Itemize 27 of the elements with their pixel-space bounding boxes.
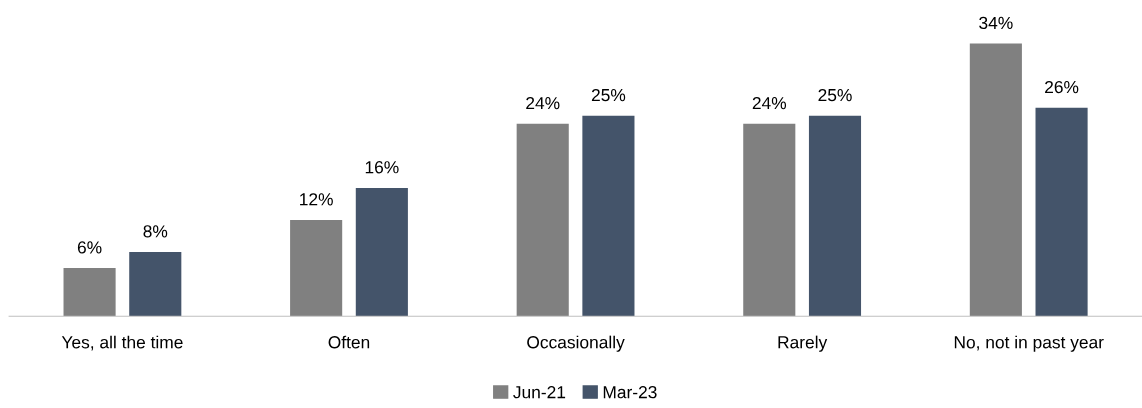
bar (290, 219, 343, 317)
bar (355, 187, 408, 317)
x-tick-label: Often (328, 335, 370, 349)
bar (63, 268, 116, 317)
bar (1035, 107, 1088, 317)
data-label: 25% (818, 88, 852, 102)
bar (129, 252, 182, 317)
data-label: 16% (365, 161, 399, 174)
data-label: 8% (143, 225, 168, 238)
x-tick-label: No, not in past year (954, 335, 1104, 352)
bar (969, 43, 1022, 317)
data-label: 26% (1045, 80, 1079, 94)
bar (743, 123, 796, 317)
data-label: 12% (300, 193, 333, 206)
data-label: 24% (752, 96, 787, 110)
x-tick-label: Occasionally (527, 335, 625, 352)
x-tick-label: Rarely (778, 335, 828, 352)
data-label: 6% (77, 241, 102, 254)
data-label: 24% (526, 96, 560, 110)
bar (808, 115, 862, 317)
x-tick-label: Yes, all the time (61, 335, 183, 351)
data-label: 25% (591, 88, 626, 102)
legend-label: Jun-21 (513, 386, 566, 399)
legend-label: Mar-23 (603, 386, 657, 399)
data-label: 34% (979, 16, 1013, 30)
bar (516, 123, 569, 317)
bar (582, 115, 635, 317)
